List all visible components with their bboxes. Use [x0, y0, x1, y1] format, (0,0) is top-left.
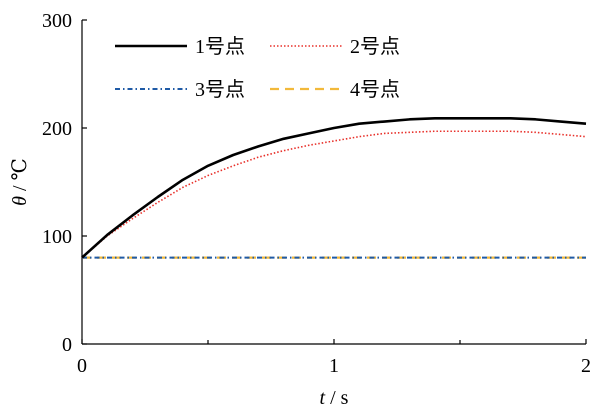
x-axis-title: t / s	[320, 387, 349, 409]
legend-label-1: 1号点	[195, 35, 245, 58]
x-axis-var: t	[320, 387, 326, 409]
legend-label-3: 3号点	[195, 78, 245, 101]
y-tick-label: 0	[62, 334, 72, 356]
series-line-2	[81, 130, 587, 259]
axes	[81, 20, 586, 345]
y-axis-unit: / ℃	[9, 158, 31, 196]
x-axis-unit: / s	[325, 387, 349, 409]
y-tick-label: 200	[42, 118, 72, 140]
y-axis-title: θ / ℃	[9, 158, 31, 206]
y-tick-label: 100	[42, 226, 72, 248]
legend: 1号点 2号点 3号点 4号点	[115, 35, 400, 101]
x-tick-label: 2	[581, 355, 591, 377]
y-axis-var: θ	[9, 196, 31, 206]
y-tick-label: 300	[42, 10, 72, 32]
legend-label-2: 2号点	[350, 35, 400, 58]
legend-label-4: 4号点	[350, 78, 400, 101]
series-line-1	[81, 116, 587, 259]
x-tick-label: 1	[329, 355, 339, 377]
series-group	[81, 116, 587, 259]
x-tick-label: 0	[77, 355, 87, 377]
tick-group: 0 100 200 300 0 1 2	[42, 10, 591, 377]
